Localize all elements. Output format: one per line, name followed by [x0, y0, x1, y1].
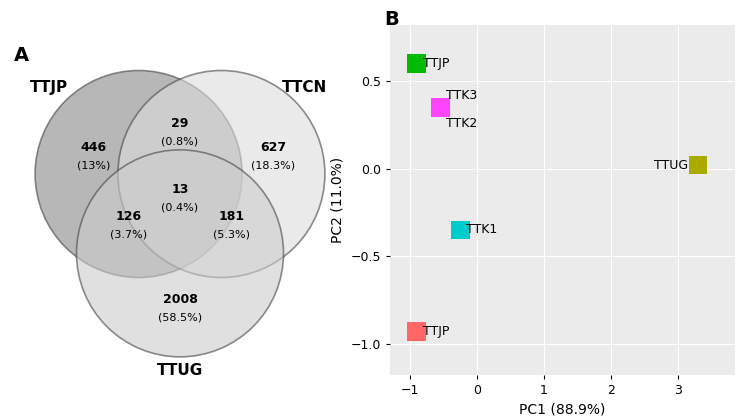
Text: 181: 181: [219, 210, 245, 223]
Text: TTUG: TTUG: [157, 363, 203, 378]
Text: (5.3%): (5.3%): [213, 230, 250, 240]
Text: TTK2: TTK2: [446, 117, 478, 130]
Point: [411, 60, 423, 67]
Text: (3.7%): (3.7%): [110, 230, 147, 240]
Text: B: B: [384, 10, 399, 30]
Circle shape: [118, 70, 325, 277]
Text: (0.8%): (0.8%): [161, 137, 199, 146]
Text: 126: 126: [116, 210, 141, 223]
Point: [411, 328, 423, 335]
Y-axis label: PC2 (11.0%): PC2 (11.0%): [331, 157, 345, 243]
X-axis label: PC1 (88.9%): PC1 (88.9%): [519, 403, 606, 417]
Text: (0.4%): (0.4%): [161, 202, 199, 212]
Circle shape: [76, 150, 284, 357]
Text: 446: 446: [81, 141, 106, 154]
Text: TTUG: TTUG: [654, 158, 688, 172]
Text: 627: 627: [260, 141, 286, 154]
Text: (18.3%): (18.3%): [251, 161, 296, 171]
Text: A: A: [14, 46, 29, 65]
Point: [454, 226, 466, 233]
Text: 29: 29: [171, 117, 189, 130]
Point: [434, 104, 446, 111]
Text: 13: 13: [171, 183, 189, 196]
Text: TTK3: TTK3: [446, 88, 478, 102]
Circle shape: [35, 70, 242, 277]
Text: (13%): (13%): [77, 161, 110, 171]
Text: TTK1: TTK1: [466, 224, 497, 236]
Text: TTCN: TTCN: [281, 80, 327, 95]
Text: TTJP: TTJP: [30, 80, 68, 95]
Text: TTJP: TTJP: [423, 325, 449, 338]
Text: 2008: 2008: [163, 293, 197, 306]
Text: TTJP: TTJP: [423, 57, 449, 70]
Text: (58.5%): (58.5%): [158, 312, 202, 322]
Point: [692, 162, 704, 168]
